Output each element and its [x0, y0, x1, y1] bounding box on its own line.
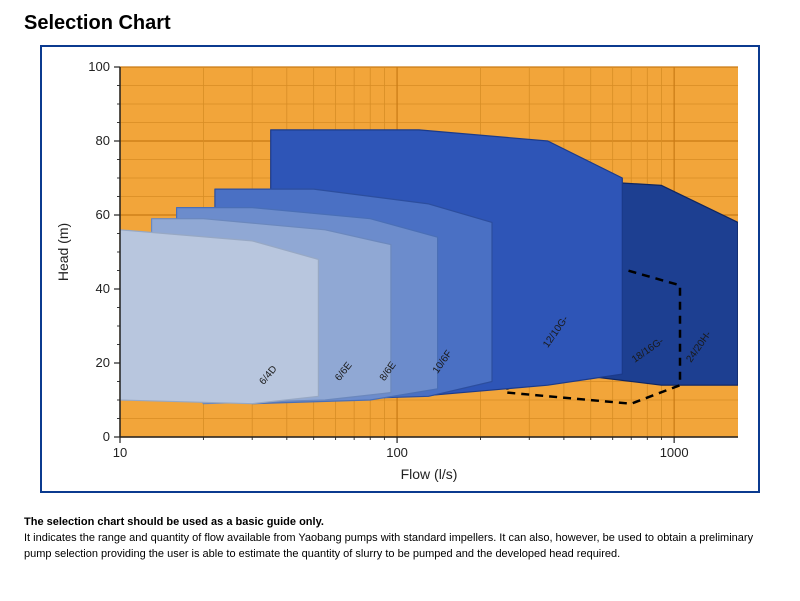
chart-frame: 6/4D6/6E8/6E10/6F12/10G-18/16G-24/20H-02… [40, 45, 760, 493]
x-tick-label: 100 [386, 445, 408, 460]
footer-lead: The selection chart should be used as a … [24, 516, 324, 528]
selection-chart: 6/4D6/6E8/6E10/6F12/10G-18/16G-24/20H-02… [42, 47, 758, 491]
x-axis-label: Flow (l/s) [401, 466, 458, 482]
y-tick-label: 60 [96, 207, 110, 222]
region-6/4D [120, 230, 318, 404]
footer-body: It indicates the range and quantity of f… [24, 532, 753, 560]
x-tick-label: 10 [113, 445, 127, 460]
y-tick-label: 40 [96, 281, 110, 296]
y-tick-label: 0 [103, 429, 110, 444]
y-tick-label: 20 [96, 355, 110, 370]
y-axis-label: Head (m) [55, 223, 71, 281]
y-tick-label: 100 [88, 59, 110, 74]
x-tick-label: 1000 [660, 445, 689, 460]
footer-text: The selection chart should be used as a … [24, 515, 776, 563]
page-title: Selection Chart [24, 12, 776, 35]
y-tick-label: 80 [96, 133, 110, 148]
